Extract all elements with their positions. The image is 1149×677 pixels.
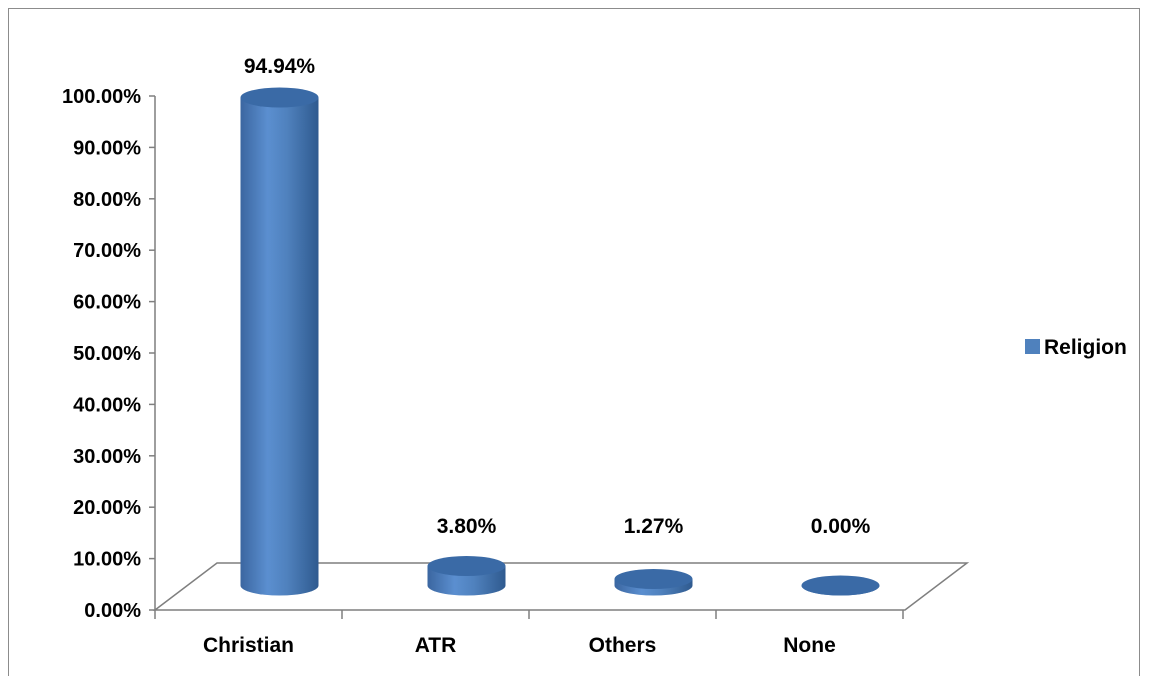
bar-body bbox=[240, 97, 319, 596]
bar-top bbox=[801, 575, 880, 596]
y-tick-label: 10.00% bbox=[73, 549, 141, 571]
bar-christian bbox=[240, 87, 319, 596]
y-tick-label: 80.00% bbox=[73, 189, 141, 211]
y-tick-label: 70.00% bbox=[73, 240, 141, 262]
data-label: 0.00% bbox=[811, 515, 871, 538]
x-category-label: None bbox=[783, 634, 836, 657]
bar-top bbox=[427, 555, 506, 576]
x-category-label: Christian bbox=[203, 634, 294, 657]
labels-layer: 0.00% 10.00% 20.00% 30.00% 40.00% 50.00% 60.00… bbox=[62, 55, 871, 657]
bar-top bbox=[614, 568, 693, 589]
legend-label-religion: Religion bbox=[1044, 336, 1127, 359]
bar-atr bbox=[427, 555, 506, 596]
y-tick-label: 50.00% bbox=[73, 343, 141, 365]
bars-layer bbox=[240, 87, 880, 596]
y-tick-label: 90.00% bbox=[73, 137, 141, 159]
data-label: 94.94% bbox=[244, 55, 316, 78]
x-category-label: Others bbox=[589, 634, 657, 657]
data-label: 3.80% bbox=[437, 515, 497, 538]
y-tick-label: 30.00% bbox=[73, 446, 141, 468]
y-tick-label: 0.00% bbox=[84, 600, 141, 622]
chart-floor bbox=[152, 562, 970, 611]
bar-top bbox=[240, 87, 319, 108]
bar-others bbox=[614, 568, 693, 596]
chart-frame bbox=[8, 8, 1140, 676]
data-label: 1.27% bbox=[624, 515, 684, 538]
axes-layer bbox=[149, 95, 970, 619]
y-tick-label: 40.00% bbox=[73, 394, 141, 416]
legend-swatch-religion bbox=[1025, 339, 1040, 354]
x-category-label: ATR bbox=[415, 634, 457, 657]
y-tick-label: 60.00% bbox=[73, 292, 141, 314]
y-tick-label: 100.00% bbox=[62, 86, 141, 108]
y-tick-label: 20.00% bbox=[73, 497, 141, 519]
legend: Religion bbox=[1025, 336, 1127, 359]
bar-none bbox=[801, 575, 880, 596]
